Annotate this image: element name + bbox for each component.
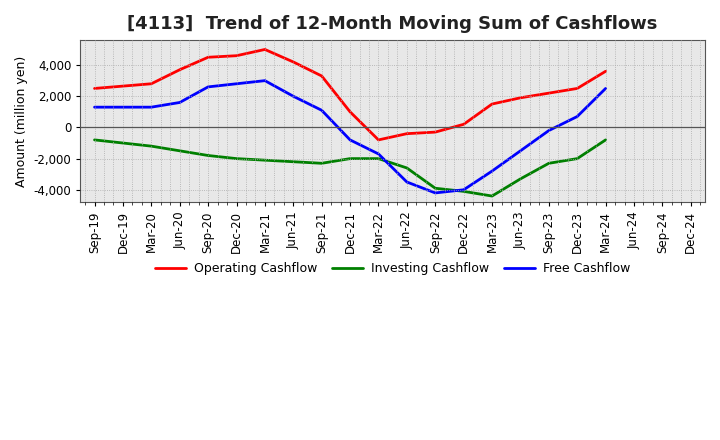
Free Cashflow	[90, 105, 99, 110]
Investing Cashflow	[232, 156, 240, 161]
Free Cashflow	[176, 100, 184, 105]
Free Cashflow	[147, 105, 156, 110]
Free Cashflow	[459, 187, 468, 192]
Investing Cashflow	[431, 186, 440, 191]
Investing Cashflow	[544, 161, 553, 166]
Free Cashflow	[573, 114, 582, 119]
Free Cashflow	[544, 128, 553, 133]
Operating Cashflow	[346, 109, 354, 114]
Free Cashflow	[516, 148, 525, 154]
Investing Cashflow	[90, 137, 99, 143]
Investing Cashflow	[318, 161, 326, 166]
Free Cashflow	[261, 78, 269, 83]
Operating Cashflow	[147, 81, 156, 86]
Investing Cashflow	[119, 140, 127, 146]
Investing Cashflow	[147, 143, 156, 149]
Investing Cashflow	[402, 165, 411, 171]
Operating Cashflow	[573, 86, 582, 91]
Free Cashflow	[119, 105, 127, 110]
Operating Cashflow	[176, 67, 184, 72]
Investing Cashflow	[261, 158, 269, 163]
Investing Cashflow	[374, 156, 383, 161]
Operating Cashflow	[374, 137, 383, 143]
Free Cashflow	[402, 180, 411, 185]
Line: Investing Cashflow: Investing Cashflow	[94, 140, 606, 196]
Operating Cashflow	[119, 84, 127, 89]
Free Cashflow	[431, 190, 440, 195]
Operating Cashflow	[516, 95, 525, 100]
Operating Cashflow	[601, 69, 610, 74]
Operating Cashflow	[204, 55, 212, 60]
Investing Cashflow	[601, 137, 610, 143]
Free Cashflow	[374, 151, 383, 157]
Investing Cashflow	[204, 153, 212, 158]
Investing Cashflow	[346, 156, 354, 161]
Free Cashflow	[346, 137, 354, 143]
Operating Cashflow	[402, 131, 411, 136]
Operating Cashflow	[289, 59, 297, 65]
Line: Operating Cashflow: Operating Cashflow	[94, 49, 606, 140]
Operating Cashflow	[90, 86, 99, 91]
Free Cashflow	[232, 81, 240, 86]
Operating Cashflow	[544, 91, 553, 96]
Investing Cashflow	[573, 156, 582, 161]
Free Cashflow	[289, 94, 297, 99]
Investing Cashflow	[176, 148, 184, 154]
Operating Cashflow	[431, 129, 440, 135]
Free Cashflow	[318, 108, 326, 113]
Operating Cashflow	[487, 101, 496, 106]
Investing Cashflow	[487, 194, 496, 199]
Free Cashflow	[601, 86, 610, 91]
Investing Cashflow	[289, 159, 297, 165]
Investing Cashflow	[516, 176, 525, 182]
Operating Cashflow	[318, 73, 326, 79]
Legend: Operating Cashflow, Investing Cashflow, Free Cashflow: Operating Cashflow, Investing Cashflow, …	[150, 257, 635, 280]
Line: Free Cashflow: Free Cashflow	[94, 81, 606, 193]
Investing Cashflow	[459, 189, 468, 194]
Operating Cashflow	[232, 53, 240, 59]
Y-axis label: Amount (million yen): Amount (million yen)	[15, 55, 28, 187]
Operating Cashflow	[459, 122, 468, 127]
Free Cashflow	[487, 169, 496, 174]
Title: [4113]  Trend of 12-Month Moving Sum of Cashflows: [4113] Trend of 12-Month Moving Sum of C…	[127, 15, 658, 33]
Free Cashflow	[204, 84, 212, 89]
Operating Cashflow	[261, 47, 269, 52]
